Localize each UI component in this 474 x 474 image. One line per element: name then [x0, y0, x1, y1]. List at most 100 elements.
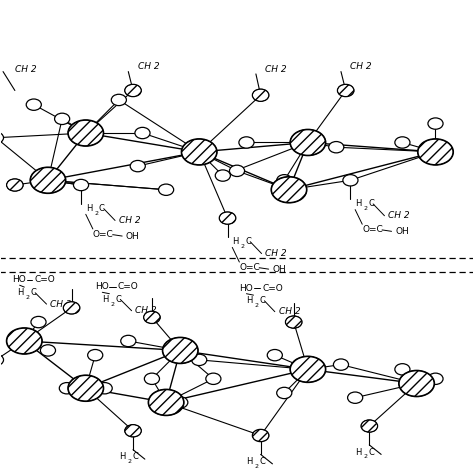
Ellipse shape	[333, 359, 348, 370]
Ellipse shape	[399, 371, 434, 397]
Text: CH 2: CH 2	[15, 65, 36, 74]
Text: CH 2: CH 2	[350, 63, 372, 72]
Ellipse shape	[337, 84, 354, 97]
Ellipse shape	[144, 311, 160, 323]
Ellipse shape	[31, 317, 46, 328]
Text: C: C	[368, 447, 374, 456]
Text: 2: 2	[255, 464, 259, 469]
Ellipse shape	[173, 397, 188, 408]
Text: OH: OH	[126, 232, 140, 240]
Ellipse shape	[328, 142, 344, 153]
Ellipse shape	[219, 212, 236, 224]
Text: C: C	[132, 452, 138, 461]
Text: O=C: O=C	[362, 226, 383, 235]
Ellipse shape	[347, 392, 363, 403]
Text: CH 2: CH 2	[388, 211, 410, 220]
Text: C: C	[99, 204, 105, 213]
Text: C: C	[116, 295, 121, 304]
Text: H: H	[246, 457, 253, 466]
Text: H: H	[246, 296, 253, 305]
Text: CH 2: CH 2	[119, 216, 140, 225]
Ellipse shape	[206, 373, 221, 384]
Ellipse shape	[97, 383, 112, 394]
Text: CH 2: CH 2	[279, 307, 300, 316]
Ellipse shape	[30, 167, 66, 193]
Text: 2: 2	[364, 206, 368, 211]
Text: C=O: C=O	[35, 275, 55, 284]
Ellipse shape	[182, 139, 217, 165]
Text: 2: 2	[26, 295, 30, 300]
Ellipse shape	[428, 118, 443, 129]
Ellipse shape	[267, 349, 283, 361]
Ellipse shape	[285, 316, 302, 328]
Ellipse shape	[73, 179, 89, 191]
Ellipse shape	[0, 132, 3, 144]
Ellipse shape	[88, 349, 103, 361]
Text: CH 2: CH 2	[138, 63, 159, 72]
Ellipse shape	[130, 160, 146, 172]
Text: H: H	[102, 295, 109, 304]
Text: HO: HO	[12, 275, 26, 284]
Text: 2: 2	[364, 454, 368, 459]
Ellipse shape	[7, 179, 23, 191]
Ellipse shape	[125, 425, 141, 437]
Ellipse shape	[26, 99, 41, 110]
Ellipse shape	[68, 375, 103, 401]
Ellipse shape	[361, 420, 378, 432]
Text: OH: OH	[273, 264, 286, 273]
Ellipse shape	[395, 364, 410, 375]
Text: H: H	[119, 452, 125, 461]
Ellipse shape	[64, 302, 80, 314]
Ellipse shape	[68, 120, 103, 146]
Text: 2: 2	[94, 211, 98, 216]
Ellipse shape	[191, 354, 207, 365]
Ellipse shape	[158, 184, 173, 195]
Ellipse shape	[343, 174, 358, 186]
Text: HO: HO	[95, 282, 109, 291]
Ellipse shape	[252, 89, 269, 101]
Ellipse shape	[252, 429, 269, 442]
Text: C=O: C=O	[262, 283, 283, 292]
Ellipse shape	[428, 373, 443, 384]
Text: C: C	[260, 457, 265, 466]
Ellipse shape	[148, 390, 184, 415]
Text: C: C	[246, 237, 251, 246]
Text: C: C	[260, 296, 265, 305]
Ellipse shape	[290, 129, 326, 155]
Ellipse shape	[277, 387, 292, 399]
Text: O=C: O=C	[93, 230, 114, 239]
Text: 2: 2	[255, 303, 259, 308]
Ellipse shape	[239, 137, 254, 148]
Ellipse shape	[229, 165, 245, 176]
Text: H: H	[232, 237, 238, 246]
Ellipse shape	[418, 139, 453, 165]
Ellipse shape	[7, 328, 42, 354]
Text: CH 2: CH 2	[265, 249, 287, 258]
Ellipse shape	[271, 177, 307, 203]
Ellipse shape	[59, 383, 74, 394]
Ellipse shape	[55, 113, 70, 125]
Text: H: H	[86, 204, 92, 213]
Text: H: H	[355, 200, 362, 209]
Text: C: C	[368, 200, 374, 209]
Ellipse shape	[395, 137, 410, 148]
Text: 2: 2	[128, 459, 131, 464]
Text: CH 2: CH 2	[50, 300, 72, 309]
Ellipse shape	[121, 335, 136, 346]
Ellipse shape	[125, 84, 141, 97]
Text: CH 2: CH 2	[265, 65, 287, 74]
Text: C=O: C=O	[118, 282, 139, 291]
Ellipse shape	[290, 356, 326, 383]
Text: HO: HO	[239, 283, 253, 292]
Ellipse shape	[111, 94, 127, 106]
Text: C: C	[30, 288, 36, 297]
Ellipse shape	[0, 354, 3, 365]
Text: OH: OH	[395, 227, 409, 236]
Text: H: H	[17, 288, 24, 297]
Ellipse shape	[163, 337, 198, 364]
Text: O=C: O=C	[239, 263, 260, 272]
Ellipse shape	[135, 128, 150, 139]
Text: CH 2: CH 2	[136, 306, 157, 315]
Text: 2: 2	[111, 301, 115, 307]
Text: 2: 2	[241, 244, 245, 249]
